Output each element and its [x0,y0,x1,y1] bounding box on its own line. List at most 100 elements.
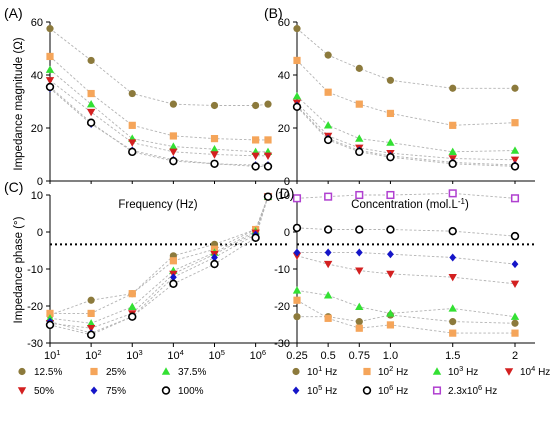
panel-c-series-line [49,196,269,329]
panel-a-data-point [87,89,95,98]
panel-b-data-point [448,147,457,156]
panel-a-series-line [49,87,268,166]
panel-c-data-point [45,320,55,330]
panel-a-y-tick-label: 60 [31,17,43,29]
panel-a-data-point [264,136,272,144]
panel-d-series-line [297,314,516,324]
panel-b-data-point [449,84,457,92]
panel-c-data-point [87,296,95,304]
panel-d-y-tick-label: -30 [274,338,290,350]
panel-c-data-point [128,312,137,321]
panel-c-series-line [49,196,269,324]
panel-b-series-line [296,102,516,161]
panel-d-data-point [386,190,395,200]
legend-left-label: 100% [178,386,204,397]
panel-d-data-point [386,321,395,329]
panel-b-data-point [323,135,333,145]
panel-c-data-point [263,192,273,201]
panel-a-data-point [210,151,219,159]
panel-b-series-line [296,28,515,89]
panel-d-x-tick-label: 2 [512,350,518,362]
panel-d-data-point [510,231,520,241]
panel-d-data-point [323,291,333,299]
panel-d-data-point [511,319,519,327]
legend-right-label: 106 Hz [378,383,408,397]
panel-d-data-point [355,267,364,275]
panel-d-data-point [323,260,333,269]
panel-b-y-tick-label: 60 [278,17,290,29]
panel-c-series-line [49,196,269,316]
panel-a-y-tick-label: 0 [37,176,43,188]
panel-b-data-point [293,25,301,33]
panel-d-data-point [355,190,364,200]
panel-b-data-point [511,119,519,127]
panel-a-data-point [263,162,273,171]
legend-right-marker [363,367,371,376]
panel-a-data-point [45,65,55,73]
panel-c-y-axis-title: Impedance phase (°) [13,216,25,323]
panel-d-series-line [296,299,515,334]
panel-b-data-point [355,147,364,157]
panel-d-series-line [296,227,516,237]
panel-a-y-tick-label: 40 [31,70,43,82]
panel-a-data-point [86,99,96,108]
panel-a-series-line [49,56,268,141]
panel-b-data-point [510,146,520,154]
panel-a-data-point [210,101,219,110]
panel-d-data-point [448,274,457,282]
panel-d-data-point [511,329,519,337]
panel-b-data-point [355,134,364,142]
panel-b-data-point [324,51,332,59]
panel-c-label: (C) [4,179,23,195]
legend-right-label: 105 Hz [307,383,337,397]
panel-d-y-tick-label: 0 [284,227,290,239]
panel-a-data-point [169,156,178,166]
panel-a-data-point [251,152,260,161]
panel-a-data-point [210,145,219,153]
panel-a-data-point [252,101,260,110]
panel-d-data-point [324,314,332,322]
panel-b-data-point [386,109,395,118]
panel-a-series-line [49,28,269,106]
panel-a-data-point [169,142,178,150]
legend-left-label: 12.5% [34,367,62,378]
panel-a-data-point [263,152,273,161]
legend-left-marker [17,387,27,395]
panel-d-data-point [293,248,301,257]
panel-c-x-tick-label: 105 [208,348,224,362]
panel-d-data-point [449,253,457,262]
panel-c-data-point [169,257,177,265]
panel-a-data-point [87,56,95,65]
legend-right-marker [432,386,442,395]
panel-b-series-line [296,60,516,126]
panel-a-data-point [128,139,137,147]
panel-a-data-point [46,52,54,61]
legend-right-marker [432,367,442,375]
panel-d-data-point [510,194,520,203]
panel-b-y-tick-label: 40 [278,70,290,82]
panel-d-data-point [448,189,457,198]
legend-layer: 12.5% 25% 37.5% 50% 75% 100% 101 Hz 102 Hz 103 H… [17,364,550,397]
panel-d-data-point [292,223,302,233]
panel-c-data-point [86,330,96,339]
panel-d-x-tick-label: 1.5 [445,350,460,362]
panel-d-data-point [355,302,364,311]
panel-b-y-tick-label: 20 [278,123,290,135]
panel-a-data-point [169,132,177,140]
panel-a-series-line [49,86,268,167]
panel-c-x-tick-label: 106 [250,348,266,362]
panel-c-series-line [49,196,269,334]
panel-c-y-tick-label: -30 [27,338,43,350]
panel-b-data-point [510,162,520,171]
panel-b-data-point [449,121,457,129]
panel-a-data-point [169,148,178,157]
panel-c-y-tick-label: 0 [37,227,43,239]
panel-c-data-point [86,325,96,333]
panel-a-y-axis-title: Impedance magnitude (Ω) [13,37,25,170]
panel-d-x-tick-label: 0.5 [320,350,335,362]
panel-a-data-point [252,136,260,144]
panel-c-y-tick-label: 10 [31,190,43,202]
panel-d-data-point [324,248,332,257]
panel-d-data-point [448,226,457,236]
